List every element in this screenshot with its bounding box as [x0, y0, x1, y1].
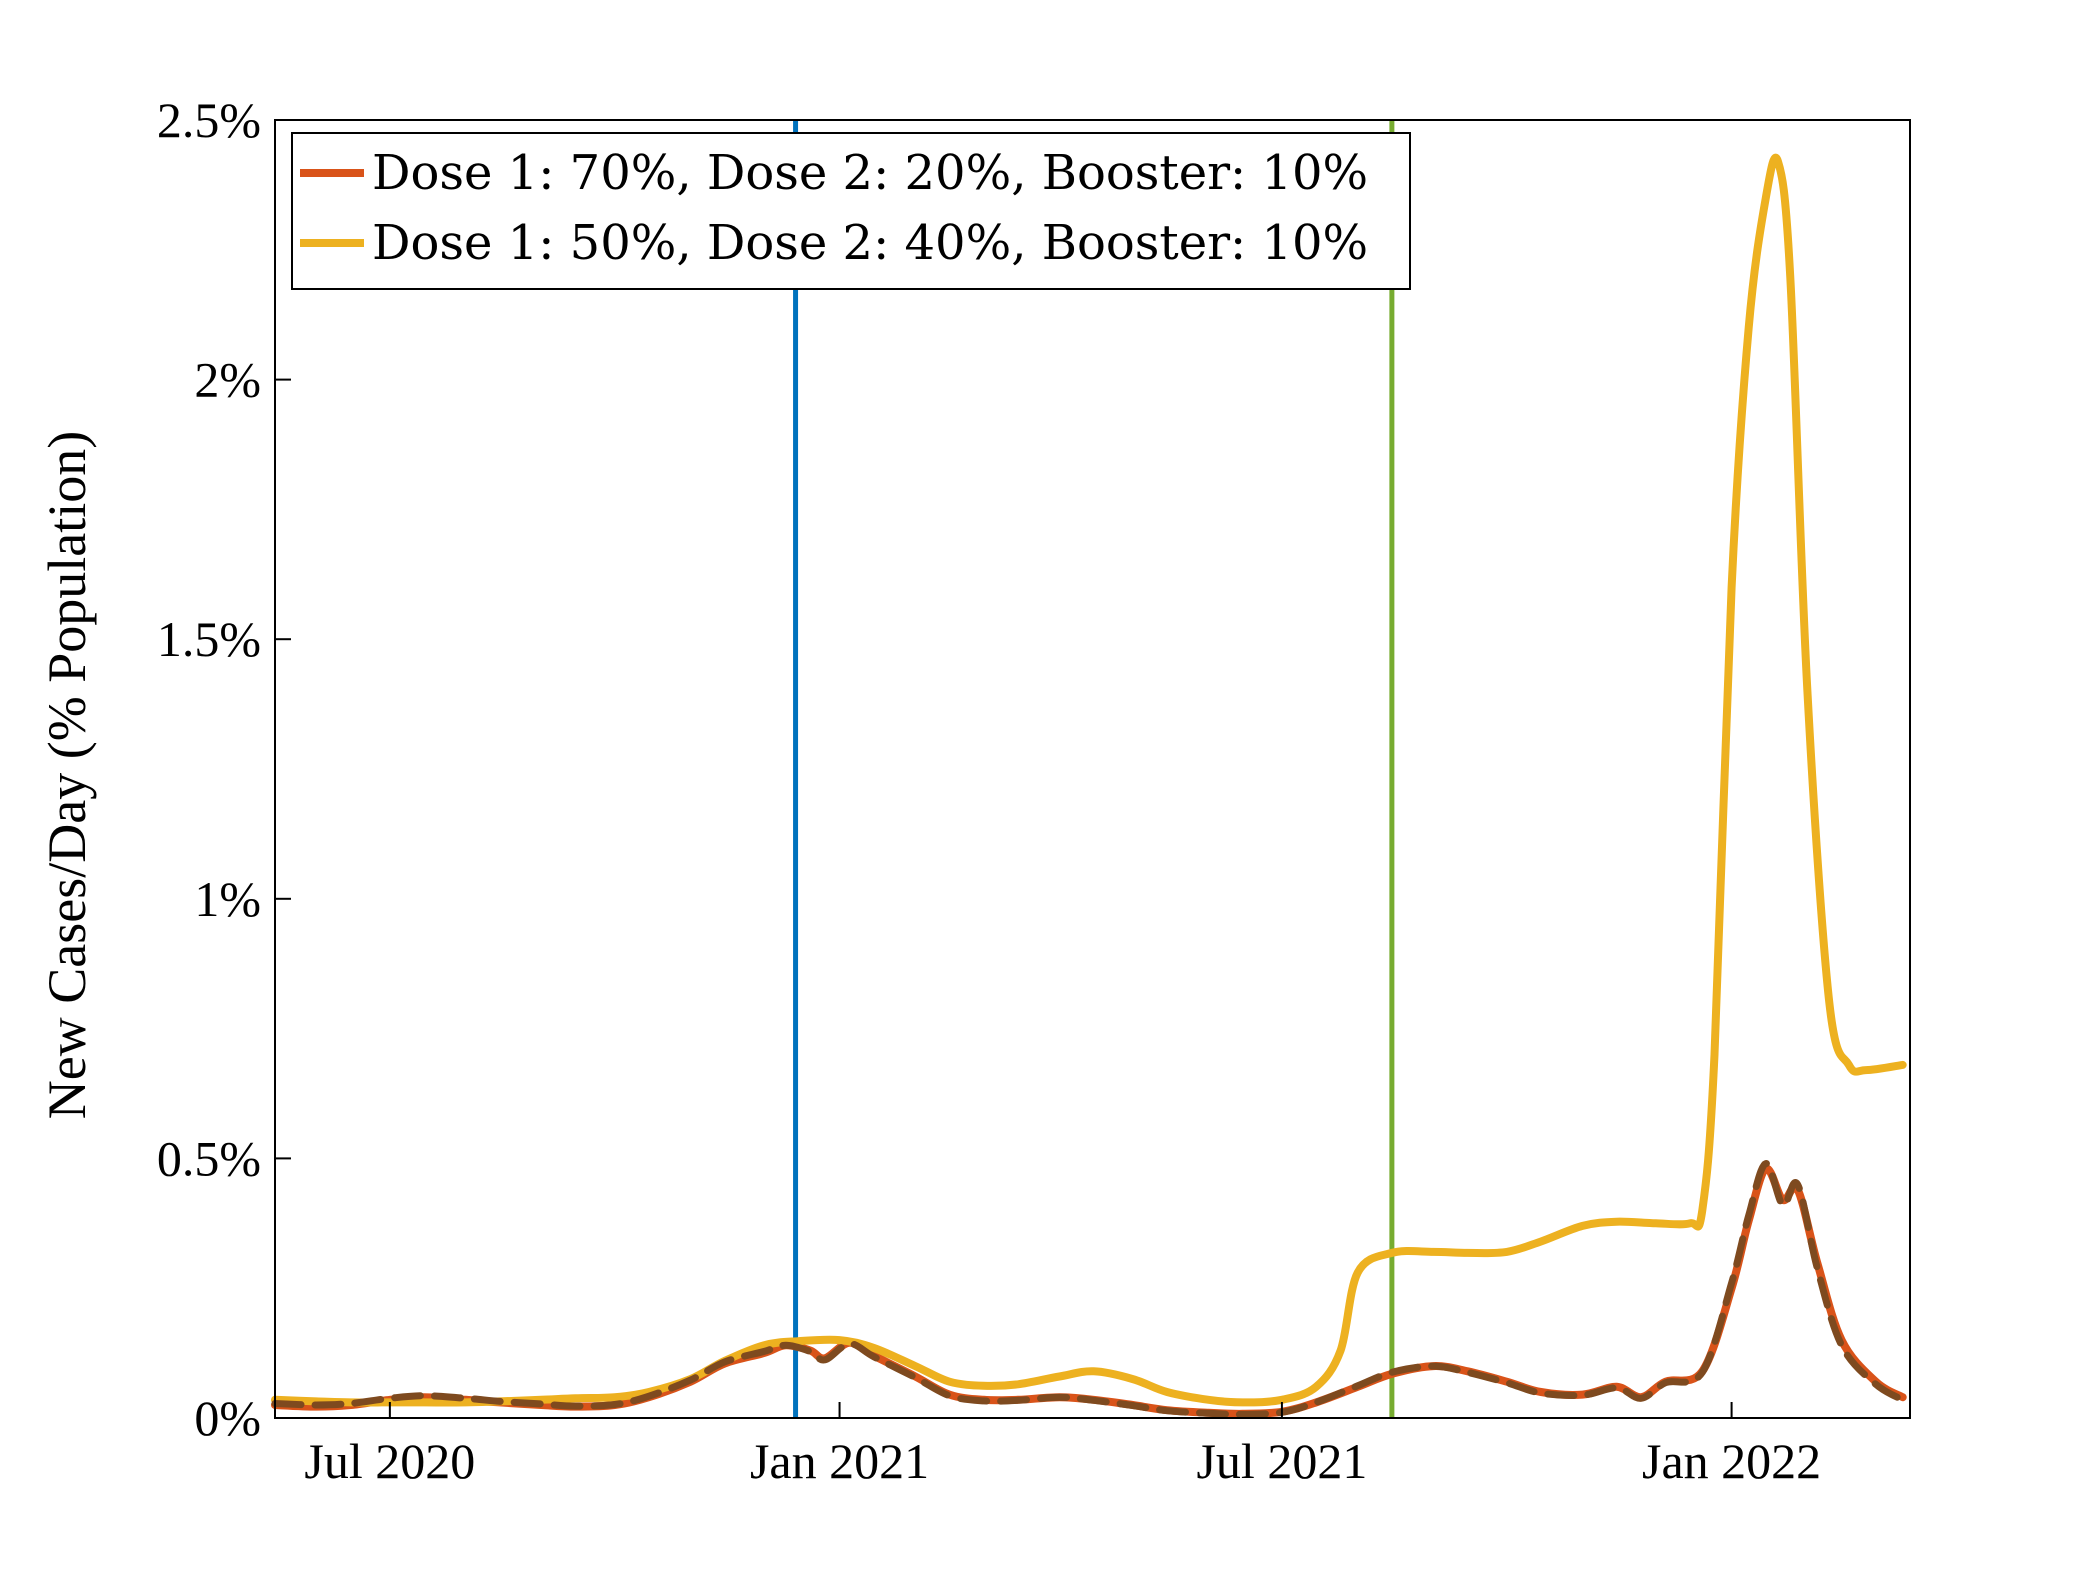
y-tick-label-1: 0.5% — [157, 1130, 261, 1186]
x-tick-label-2: Jul 2021 — [1196, 1433, 1367, 1489]
x-axis: Jul 2020 Jan 2021 Jul 2021 Jan 2022 — [304, 1402, 1821, 1489]
series-line-3 — [271, 1160, 1907, 1418]
vertical-marker-lines — [793, 120, 1395, 1418]
y-tick-label-3: 1.5% — [157, 611, 261, 667]
series-lines — [271, 153, 1907, 1418]
y-tick-label-5: 2.5% — [157, 92, 261, 148]
x-tick-label-0: Jul 2020 — [304, 1433, 475, 1489]
y-tick-label-4: 2% — [194, 352, 261, 408]
x-tick-label-3: Jan 2022 — [1642, 1433, 1821, 1489]
x-tick-label-1: Jan 2021 — [750, 1433, 929, 1489]
y-tick-label-2: 1% — [194, 871, 261, 927]
y-axis-label: New Cases/Day (% Population) — [37, 431, 97, 1119]
series-line-1 — [271, 1164, 1907, 1418]
plot-frame — [274, 119, 1911, 1419]
series-line-2 — [271, 153, 1907, 1407]
legend-label-2: Dose 1: 50%, Dose 2: 40%, Booster: 10% — [372, 215, 1368, 271]
y-tick-label-0: 0% — [194, 1390, 261, 1446]
legend-label-1: Dose 1: 70%, Dose 2: 20%, Booster: 10% — [372, 145, 1368, 201]
legend-box — [291, 132, 1411, 290]
y-axis: 0% 0.5% 1% 1.5% 2% 2.5% — [157, 92, 291, 1446]
legend: Dose 1: 70%, Dose 2: 20%, Booster: 10% Do… — [291, 132, 1411, 290]
